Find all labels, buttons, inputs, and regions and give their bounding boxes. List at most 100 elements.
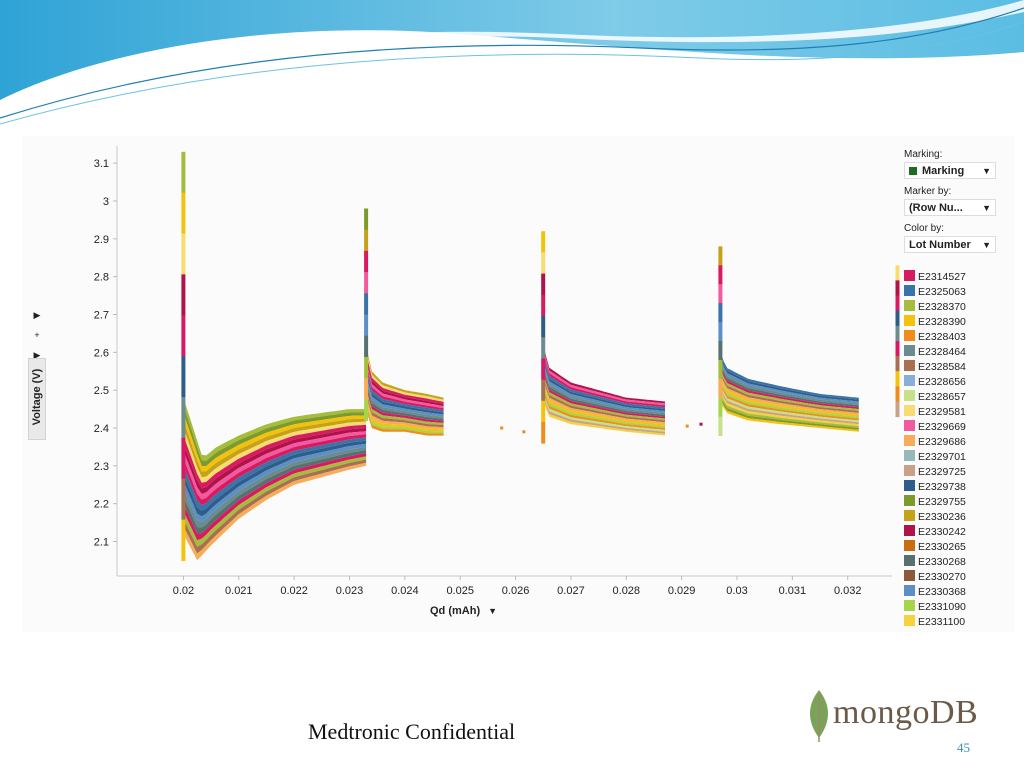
legend-item[interactable]: E2330265 [904, 540, 966, 555]
legend-item[interactable]: E2328464 [904, 345, 966, 360]
y-tick-label: 2.9 [94, 234, 109, 246]
x-tick-label: 0.023 [336, 585, 364, 597]
legend-item[interactable]: E2328370 [904, 300, 966, 315]
band-stripe [366, 369, 444, 415]
data-bands [183, 344, 859, 561]
scatter-plot[interactable]: 2.1 2.2 2.3 2.4 2.5 2.6 2.7 2.8 2.9 3 3.1 0.02 0.021… [22, 136, 1014, 632]
spike-mark [541, 337, 546, 359]
x-axis-selector[interactable]: Qd (mAh) ▼ [430, 605, 497, 617]
legend-label: E2329701 [918, 451, 966, 463]
legend-item[interactable]: E2330242 [904, 525, 966, 540]
legend-label: E2329686 [918, 436, 966, 448]
spike-mark [181, 437, 186, 480]
x-tick-label: 0.03 [726, 585, 747, 597]
band-stripe [366, 366, 444, 413]
spike-mark [541, 421, 546, 444]
x-axis-label: Qd (mAh) [430, 605, 481, 617]
legend-item[interactable]: E2328390 [904, 315, 966, 330]
legend-swatch [904, 585, 915, 596]
spike-mark [718, 416, 723, 436]
data-point [500, 426, 504, 430]
band-stripe [543, 395, 665, 434]
chevron-down-icon: ▼ [982, 240, 991, 250]
color-by-select[interactable]: Lot Number ▼ [904, 236, 996, 253]
spike-mark [895, 325, 900, 342]
legend-item[interactable]: E2329738 [904, 480, 966, 495]
band-stripe [543, 354, 665, 410]
expand-arrow-icon-2[interactable]: ▶ [33, 350, 41, 360]
x-tick-label: 0.02 [173, 585, 194, 597]
data-points [500, 422, 703, 434]
legend-item[interactable]: E2330268 [904, 555, 966, 570]
legend-item[interactable]: E2329686 [904, 435, 966, 450]
legend-item[interactable]: E2331090 [904, 600, 966, 615]
legend-item[interactable]: E2328657 [904, 390, 966, 405]
axes: 2.1 2.2 2.3 2.4 2.5 2.6 2.7 2.8 2.9 3 3.1 0.02 0.021… [94, 146, 892, 597]
legend-label: E2329738 [918, 481, 966, 493]
legend-swatch [904, 375, 915, 386]
spike-mark [718, 397, 723, 418]
legend-item[interactable]: E2328656 [904, 375, 966, 390]
spike-mark [718, 359, 723, 380]
spike-mark [895, 310, 900, 327]
spike-mark [718, 378, 723, 399]
data-point [685, 424, 689, 428]
expand-arrow-icon[interactable]: ▶ [33, 310, 41, 320]
legend-label: E2330265 [918, 541, 966, 553]
legend-swatch [904, 420, 915, 431]
page-number: 45 [957, 740, 970, 755]
legend-swatch [904, 540, 915, 551]
x-tick-label: 0.031 [779, 585, 807, 597]
spike-mark [895, 371, 900, 387]
legend-item[interactable]: E2328584 [904, 360, 966, 375]
spike-mark [718, 284, 723, 304]
spike-mark [364, 293, 369, 315]
data-spikes [181, 151, 900, 561]
legend-label: E2328403 [918, 331, 966, 343]
legend-item[interactable]: E2330236 [904, 510, 966, 525]
legend-item[interactable]: E2329581 [904, 405, 966, 420]
legend-item[interactable]: E2328403 [904, 330, 966, 345]
mongodb-logo: mongoDB [833, 694, 979, 731]
y-axis-selector[interactable]: Voltage (V) [28, 358, 46, 440]
band-stripe [543, 398, 665, 436]
band-stripe [366, 384, 444, 423]
x-tick-label: 0.027 [557, 585, 585, 597]
legend-label: E2328656 [918, 376, 966, 388]
band-stripe [543, 385, 665, 428]
spike-mark [181, 397, 186, 439]
legend-item[interactable]: E2329725 [904, 465, 966, 480]
legend-item[interactable]: E2329669 [904, 420, 966, 435]
x-tick-label: 0.032 [834, 585, 862, 597]
legend-label: E2328464 [918, 346, 966, 358]
spike-mark [181, 233, 186, 275]
band-stripe [366, 355, 444, 407]
legend-item[interactable]: E2325063 [904, 285, 966, 300]
legend-swatch [904, 525, 915, 536]
y-tick-label: 2.8 [94, 272, 109, 284]
data-point [522, 430, 526, 434]
legend-label: E2331100 [918, 616, 966, 628]
legend-item[interactable]: E2329755 [904, 495, 966, 510]
marker-by-select[interactable]: (Row Nu... ▼ [904, 199, 996, 216]
band-stripe [366, 398, 444, 432]
y-tick-label: 2.2 [94, 499, 109, 511]
marking-select[interactable]: Marking ▼ [904, 162, 996, 179]
band-stripe [543, 351, 665, 408]
band-stripe [366, 380, 444, 421]
mongodb-leaf-icon [809, 690, 829, 742]
color-by-value: Lot Number [909, 239, 971, 251]
chart-card [22, 136, 1014, 632]
spike-mark [541, 252, 546, 275]
spike-mark [895, 356, 900, 372]
spike-mark [181, 356, 186, 398]
legend-item[interactable]: E2314527 [904, 270, 966, 285]
spike-mark [364, 335, 369, 358]
legend-item[interactable]: E2330270 [904, 570, 966, 585]
legend-item[interactable]: E2329701 [904, 450, 966, 465]
legend-label: E2325063 [918, 286, 966, 298]
marking-color-swatch [909, 167, 917, 176]
plus-icon[interactable]: + [34, 330, 40, 340]
legend-item[interactable]: E2331100 [904, 615, 966, 630]
legend-item[interactable]: E2330368 [904, 585, 966, 600]
